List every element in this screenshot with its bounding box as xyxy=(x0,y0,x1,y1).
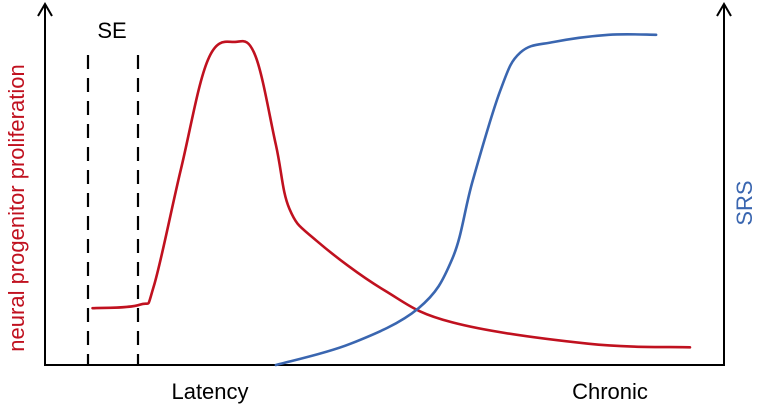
series-line-neural-progenitor-proliferation xyxy=(91,39,692,349)
se-label: SE xyxy=(97,18,126,43)
series-layer xyxy=(91,32,692,367)
x-tick-label-latency: Latency xyxy=(171,379,248,404)
left-axis-arrow xyxy=(37,2,53,17)
axes xyxy=(37,2,732,366)
x-tick-label-chronic: Chronic xyxy=(572,379,648,404)
left-axis-label: neural progenitor proliferation xyxy=(4,64,29,351)
se-markers: SE xyxy=(86,18,140,365)
right-axis-label: SRS xyxy=(732,180,757,225)
series-line-srs xyxy=(274,32,658,367)
right-axis-arrow xyxy=(716,2,732,17)
